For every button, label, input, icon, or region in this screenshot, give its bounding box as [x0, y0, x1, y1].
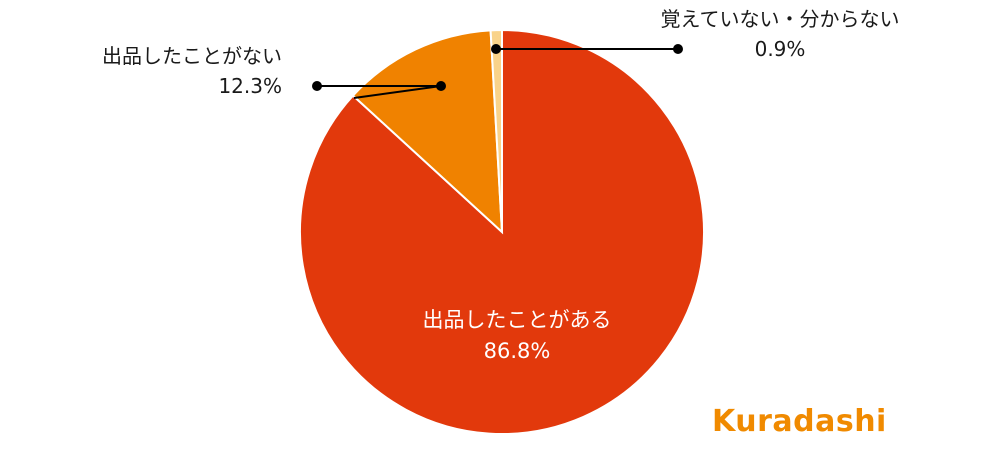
- pie-slice-1: [351, 29, 504, 235]
- slice-label-1-name: 出品したことがない: [102, 44, 282, 68]
- pie-slices: [299, 28, 705, 435]
- slice-label-0-name: 出品したことがある: [423, 308, 612, 332]
- slice-label-2-value: 0.9%: [755, 37, 806, 61]
- kuradashi-logo: Kuradashi: [712, 404, 887, 439]
- slice-label-1-value: 12.3%: [218, 74, 282, 98]
- leader-line-slice-1: [312, 81, 446, 99]
- leader-line-slice-2: [491, 44, 683, 54]
- pie-slice-2: [489, 28, 503, 233]
- slice-label-2-name: 覚えていない・分からない: [661, 7, 900, 31]
- slice-label-0-value: 86.8%: [484, 339, 551, 363]
